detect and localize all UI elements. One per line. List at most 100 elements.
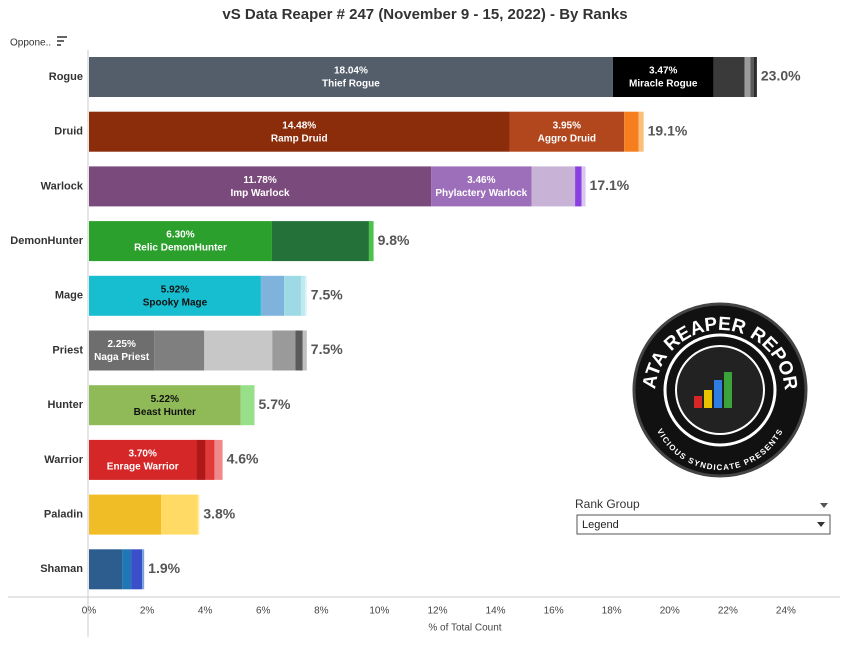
row-label: Priest (52, 344, 83, 356)
row-label: Rogue (49, 71, 83, 83)
bar-segment (638, 111, 644, 152)
bar-segment (89, 275, 261, 316)
bar-segment (205, 439, 215, 480)
bar-segment (89, 221, 272, 262)
segment-name-label: Miracle Rogue (629, 79, 698, 90)
segment-value-label: 18.04% (334, 66, 368, 77)
x-tick-label: 12% (427, 606, 447, 617)
bar-segment (89, 166, 432, 207)
bar-segment (575, 166, 582, 207)
x-tick-label: 22% (718, 606, 738, 617)
segment-name-label: Imp Warlock (230, 188, 290, 199)
x-tick-label: 16% (544, 606, 564, 617)
segment-value-label: 2.25% (107, 339, 135, 350)
segment-name-label: Ramp Druid (271, 133, 328, 144)
bar-segment (154, 330, 205, 371)
segment-name-label: Enrage Warrior (107, 462, 179, 473)
bar-segment (161, 494, 198, 535)
segment-name-label: Phylactery Warlock (435, 188, 527, 199)
total-label: 19.1% (648, 122, 688, 138)
segment-value-label: 14.48% (282, 120, 316, 131)
legend-dropdown[interactable] (576, 514, 831, 535)
x-tick-label: 20% (660, 606, 680, 617)
x-tick-label: 10% (369, 606, 389, 617)
row-label: DemonHunter (10, 235, 83, 247)
x-tick-label: 4% (198, 606, 213, 617)
total-label: 9.8% (378, 232, 410, 248)
segment-value-label: 3.95% (553, 120, 581, 131)
bar-segment (89, 111, 510, 152)
total-label: 3.8% (203, 505, 235, 521)
bar-segment (204, 330, 273, 371)
row-label: Paladin (44, 509, 83, 521)
bar-segment (89, 549, 123, 590)
bar-segment (272, 330, 296, 371)
segment-name-label: Aggro Druid (538, 133, 596, 144)
bar-segment (284, 275, 301, 316)
bar-segment (295, 330, 303, 371)
total-label: 17.1% (590, 177, 630, 193)
bar-segment (581, 166, 586, 207)
x-tick-label: 24% (776, 606, 796, 617)
legend-title: Rank Group (575, 497, 640, 511)
bar-segment (753, 57, 757, 97)
bar-segment (271, 221, 369, 262)
bar-segment (260, 275, 285, 316)
bar-segment (142, 549, 145, 590)
bar-segment (624, 111, 639, 152)
bar-segment (89, 57, 613, 97)
segment-value-label: 5.22% (151, 394, 179, 405)
segment-value-label: 5.92% (161, 284, 189, 295)
bar-segment (214, 439, 223, 480)
legend-dropdown-value: Legend (582, 519, 619, 531)
total-label: 4.6% (227, 451, 259, 467)
x-tick-label: 14% (486, 606, 506, 617)
segment-name-label: Beast Hunter (134, 407, 196, 418)
bar-segment (750, 57, 754, 97)
total-label: 7.5% (311, 287, 343, 303)
segment-value-label: 3.46% (467, 175, 495, 186)
x-tick-label: 6% (256, 606, 271, 617)
bar-segment (197, 494, 200, 535)
bar-segment (612, 57, 714, 97)
segment-value-label: 3.70% (129, 449, 157, 460)
bar-segment (196, 439, 206, 480)
row-header: Oppone.. (10, 38, 51, 49)
bar-segment (89, 385, 241, 426)
bar-segment (122, 549, 132, 590)
bar-segment (368, 221, 374, 262)
total-label: 1.9% (148, 560, 180, 576)
bar-segment (509, 111, 625, 152)
dropdown-arrow (817, 522, 825, 527)
bar-segment (713, 57, 745, 97)
chart-title: vS Data Reaper # 247 (November 9 - 15, 2… (222, 6, 627, 23)
segment-value-label: 3.47% (649, 66, 677, 77)
total-label: 23.0% (761, 68, 801, 84)
bar-segment (89, 330, 155, 371)
segment-name-label: Naga Priest (94, 352, 150, 363)
x-tick-label: 8% (314, 606, 329, 617)
segment-value-label: 6.30% (166, 230, 194, 241)
row-label: Warrior (44, 454, 83, 466)
legend: Rank Group Legend (575, 497, 831, 535)
row-label: Shaman (40, 563, 83, 575)
sort-icon[interactable] (57, 36, 67, 46)
bar-segment (131, 549, 143, 590)
row-label: Mage (55, 290, 83, 302)
bar-segment (531, 166, 576, 207)
bar-segment (240, 385, 255, 426)
x-tick-label: 0% (82, 606, 97, 617)
legend-menu[interactable] (820, 503, 828, 508)
bar-segment (300, 275, 306, 316)
x-tick-label: 2% (140, 606, 155, 617)
bar-segment (744, 57, 751, 97)
total-label: 5.7% (259, 396, 291, 412)
total-label: 7.5% (311, 341, 343, 357)
bar-segment (302, 330, 307, 371)
segment-name-label: Thief Rogue (322, 79, 380, 90)
segment-value-label: 11.78% (243, 175, 276, 186)
row-label: Warlock (41, 180, 84, 192)
bar-segment (89, 494, 162, 535)
bar-segment (89, 439, 197, 480)
